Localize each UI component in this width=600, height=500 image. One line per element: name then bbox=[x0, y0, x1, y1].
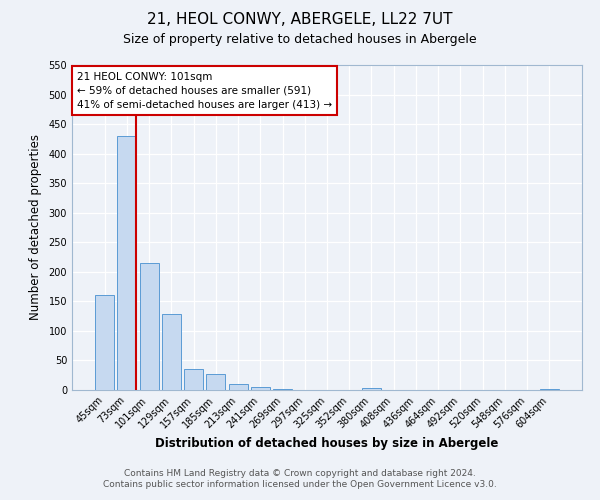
Bar bbox=[95, 296, 114, 390]
Text: 21, HEOL CONWY, ABERGELE, LL22 7UT: 21, HEOL CONWY, ABERGELE, LL22 7UT bbox=[147, 12, 453, 28]
Bar bbox=[206, 374, 225, 390]
Bar bbox=[540, 389, 559, 390]
Text: Contains HM Land Registry data © Crown copyright and database right 2024.: Contains HM Land Registry data © Crown c… bbox=[124, 468, 476, 477]
Bar bbox=[362, 388, 381, 390]
Y-axis label: Number of detached properties: Number of detached properties bbox=[29, 134, 41, 320]
Bar bbox=[273, 389, 292, 390]
Bar bbox=[251, 387, 270, 390]
Text: Size of property relative to detached houses in Abergele: Size of property relative to detached ho… bbox=[123, 32, 477, 46]
X-axis label: Distribution of detached houses by size in Abergele: Distribution of detached houses by size … bbox=[155, 436, 499, 450]
Text: Contains public sector information licensed under the Open Government Licence v3: Contains public sector information licen… bbox=[103, 480, 497, 489]
Bar bbox=[118, 136, 136, 390]
Bar bbox=[184, 370, 203, 390]
Text: 21 HEOL CONWY: 101sqm
← 59% of detached houses are smaller (591)
41% of semi-det: 21 HEOL CONWY: 101sqm ← 59% of detached … bbox=[77, 72, 332, 110]
Bar bbox=[162, 314, 181, 390]
Bar bbox=[229, 384, 248, 390]
Bar bbox=[140, 263, 158, 390]
